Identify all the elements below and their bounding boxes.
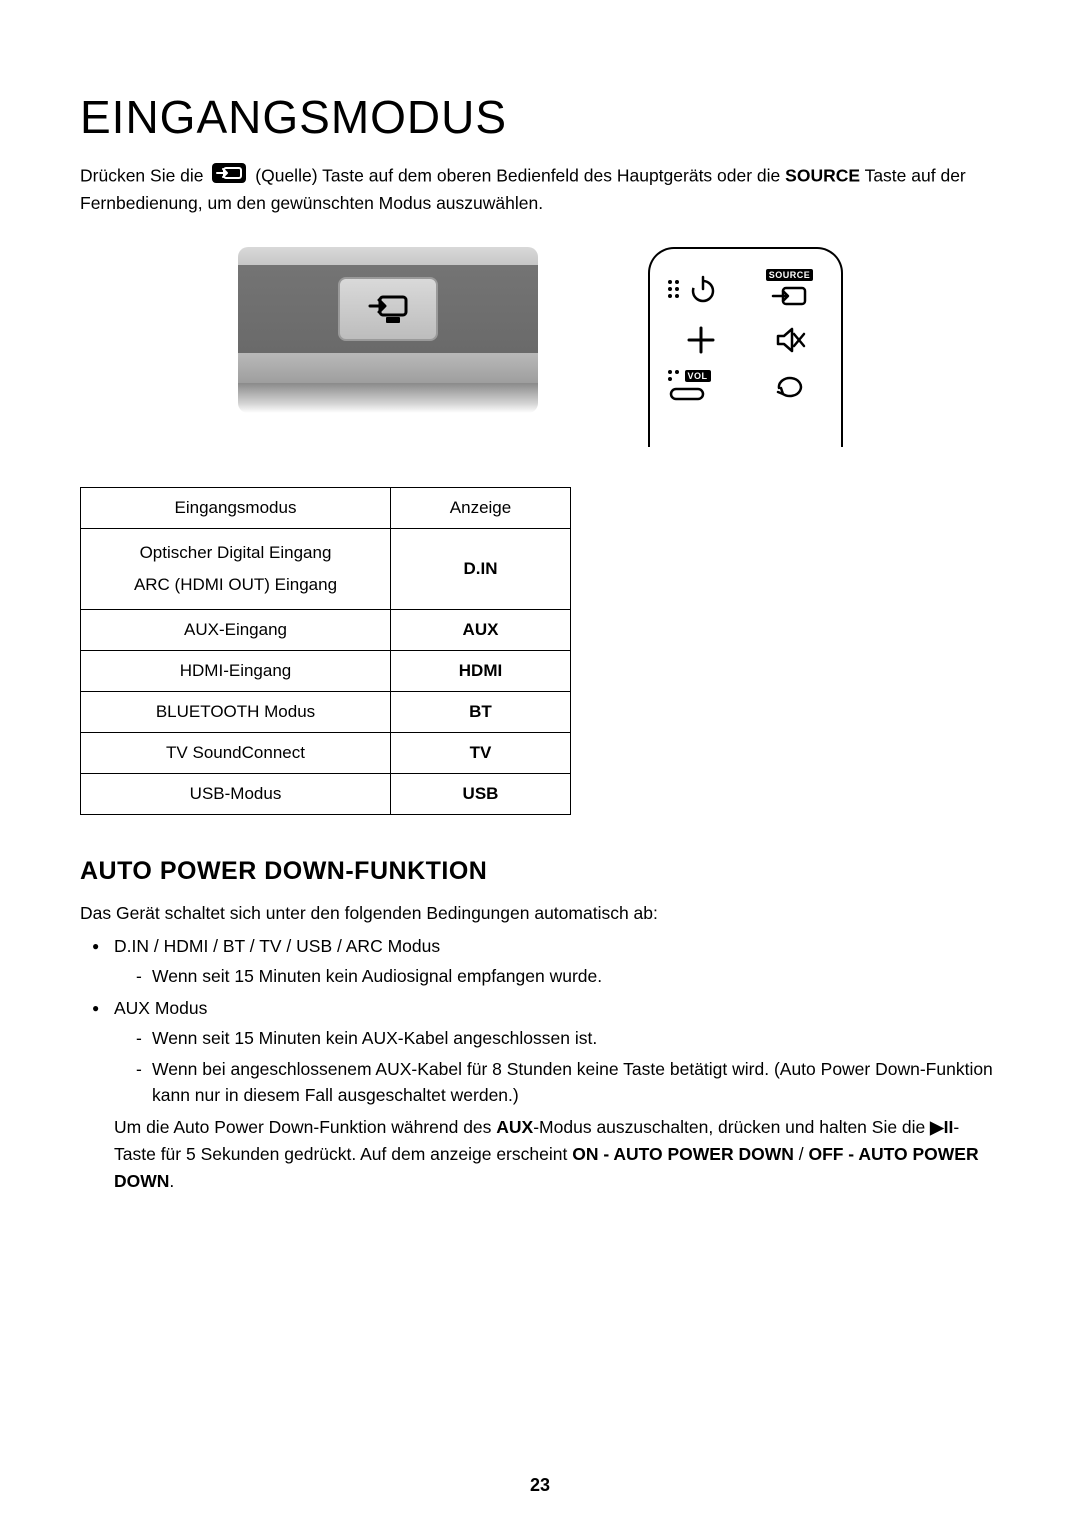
table-cell-mode: Optischer Digital Eingang ARC (HDMI OUT)…: [81, 528, 391, 610]
table-cell-mode: AUX-Eingang: [81, 610, 391, 651]
page-title: EINGANGSMODUS: [80, 90, 1000, 144]
final-text: /: [794, 1144, 809, 1164]
vol-bar-icon: [668, 385, 706, 403]
list-subitem: Wenn seit 15 Minuten kein AUX-Kabel ange…: [136, 1025, 1000, 1051]
table-row: AUX-Eingang AUX: [81, 610, 571, 651]
power-icon: [687, 273, 719, 305]
table-row: HDMI-Eingang HDMI: [81, 651, 571, 692]
table-header-display: Anzeige: [391, 487, 571, 528]
list-subitem: Wenn seit 15 Minuten kein Audiosignal em…: [136, 963, 1000, 989]
intro-text-1: Drücken Sie die: [80, 165, 208, 185]
plus-icon: [685, 324, 717, 356]
remote-source-label: SOURCE: [766, 269, 814, 281]
remote-illustration: SOURCE: [648, 247, 843, 447]
table-cell-display: TV: [391, 733, 571, 774]
figures-row: SOURCE: [80, 247, 1000, 447]
table-row: TV SoundConnect TV: [81, 733, 571, 774]
modes-table: Eingangsmodus Anzeige Optischer Digital …: [80, 487, 571, 816]
table-row: Optischer Digital Eingang ARC (HDMI OUT)…: [81, 528, 571, 610]
source-icon: [211, 162, 247, 191]
table-cell-display: AUX: [391, 610, 571, 651]
table-cell-display: USB: [391, 774, 571, 815]
final-text: Um die Auto Power Down-Funktion während …: [114, 1117, 496, 1137]
remote-vol-label: VOL: [685, 370, 711, 382]
table-row: BLUETOOTH Modus BT: [81, 692, 571, 733]
final-text: -Modus auszuschalten, drücken und halten…: [533, 1117, 930, 1137]
table-header-mode: Eingangsmodus: [81, 487, 391, 528]
list-item-text: D.IN / HDMI / BT / TV / USB / ARC Modus: [114, 936, 440, 956]
table-cell-mode: USB-Modus: [81, 774, 391, 815]
final-paragraph: Um die Auto Power Down-Funktion während …: [80, 1114, 1000, 1195]
braille-dots-icon: [668, 280, 679, 298]
repeat-icon: [773, 372, 807, 400]
source-icon: [364, 291, 412, 327]
table-row: USB-Modus USB: [81, 774, 571, 815]
play-pause-icon: ▶II: [930, 1117, 953, 1137]
intro-text-2: (Quelle) Taste auf dem oberen Bedienfeld…: [255, 165, 785, 185]
table-cell-display: BT: [391, 692, 571, 733]
source-icon: [771, 284, 809, 310]
list-item: D.IN / HDMI / BT / TV / USB / ARC Modus …: [92, 933, 1000, 990]
page-number: 23: [0, 1475, 1080, 1496]
final-bold: ON - AUTO POWER DOWN: [572, 1144, 794, 1164]
table-cell-mode: TV SoundConnect: [81, 733, 391, 774]
table-cell-mode: BLUETOOTH Modus: [81, 692, 391, 733]
section-intro: Das Gerät schaltet sich unter den folgen…: [80, 900, 1000, 926]
table-cell-mode: HDMI-Eingang: [81, 651, 391, 692]
mute-icon: [774, 324, 806, 356]
intro-paragraph: Drücken Sie die (Quelle) Taste auf dem o…: [80, 162, 1000, 217]
list-item-text: AUX Modus: [114, 998, 207, 1018]
table-cell-display: HDMI: [391, 651, 571, 692]
intro-source-bold: SOURCE: [785, 165, 860, 185]
braille-dots-small-icon: [668, 370, 679, 381]
section-heading: AUTO POWER DOWN-FUNKTION: [80, 857, 1000, 886]
table-cell-line: Optischer Digital Eingang: [140, 543, 332, 562]
final-text: .: [169, 1171, 174, 1191]
table-cell-line: ARC (HDMI OUT) Eingang: [134, 575, 337, 594]
table-cell-display: D.IN: [391, 528, 571, 610]
table-header-row: Eingangsmodus Anzeige: [81, 487, 571, 528]
device-source-button: [338, 277, 438, 341]
list-item: AUX Modus Wenn seit 15 Minuten kein AUX-…: [92, 995, 1000, 1108]
bullet-list: D.IN / HDMI / BT / TV / USB / ARC Modus …: [80, 933, 1000, 1109]
list-subitem: Wenn bei angeschlossenem AUX-Kabel für 8…: [136, 1056, 1000, 1109]
final-bold: AUX: [496, 1117, 533, 1137]
device-illustration: [238, 247, 538, 413]
